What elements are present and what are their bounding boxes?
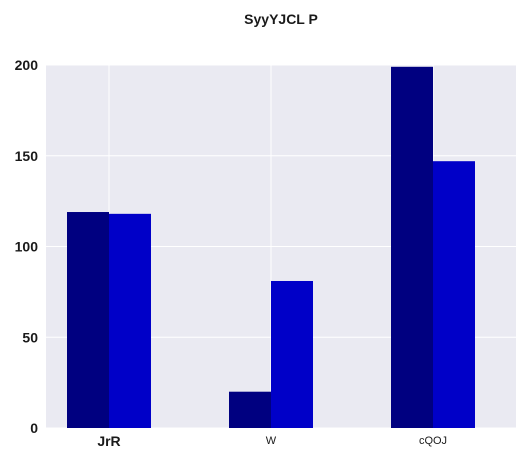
- y-tick-label: 0: [30, 420, 38, 436]
- y-tick-label: 150: [15, 148, 39, 164]
- bar-W-series-2: [271, 280, 313, 428]
- bar-JrR-series-2: [109, 213, 151, 428]
- bar-cQOJ-series-2: [433, 161, 475, 428]
- y-tick-label: 100: [15, 239, 39, 255]
- x-tick-label: W: [266, 435, 277, 447]
- bar-cQOJ-series-1: [391, 66, 433, 428]
- y-tick-label: 200: [15, 57, 39, 73]
- y-axis-ticks: 0 50 100 150 200: [15, 57, 39, 436]
- bars: [67, 66, 475, 428]
- x-tick-label: JrR: [97, 433, 120, 449]
- bar-W-series-1: [229, 391, 271, 428]
- x-tick-label: cQOJ: [419, 435, 447, 447]
- chart-title: SyyYJCL P: [244, 11, 318, 27]
- bar-JrR-series-1: [67, 212, 109, 428]
- y-tick-label: 50: [22, 329, 38, 345]
